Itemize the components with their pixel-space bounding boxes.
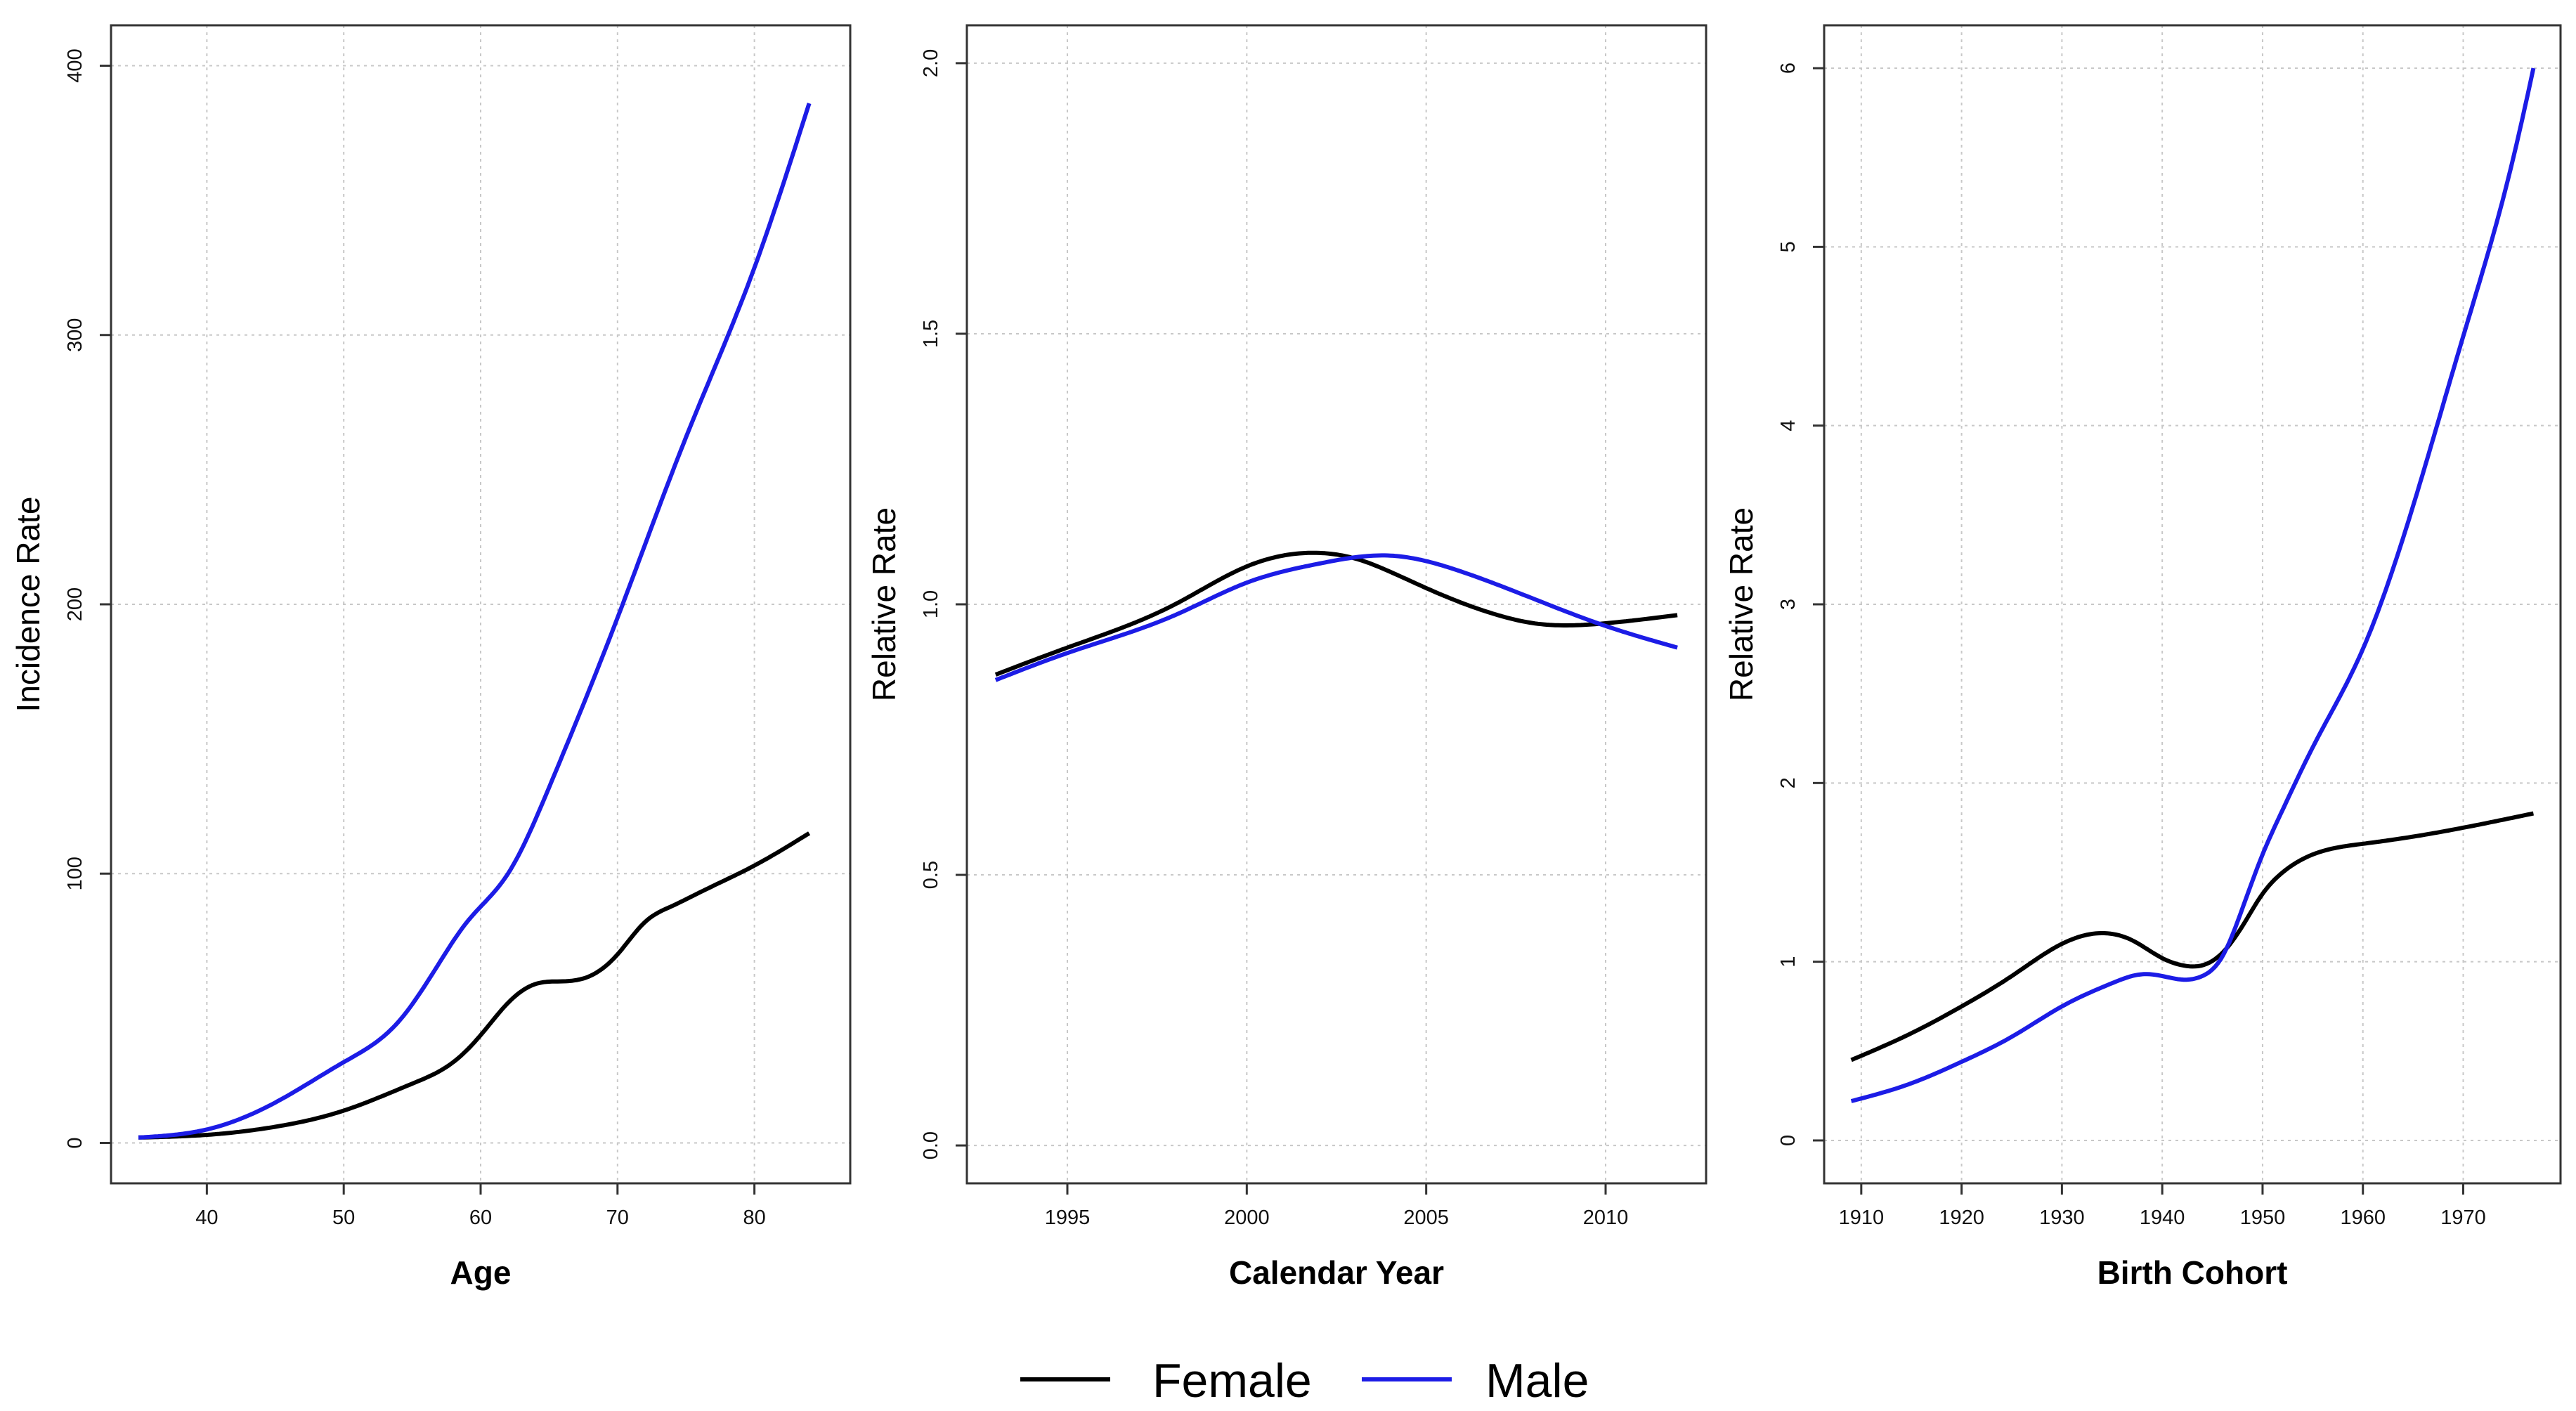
legend-label-female: Female [1152, 1354, 1312, 1407]
y-axis-title-birth-cohort: Relative Rate [1723, 507, 1759, 701]
y-tick-label: 2 [1777, 777, 1800, 788]
y-tick-label: 4 [1777, 420, 1800, 431]
x-tick-label: 60 [469, 1207, 492, 1229]
x-axis-title-age: Age [450, 1254, 512, 1291]
x-tick-label: 2000 [1224, 1207, 1270, 1229]
y-tick-label: 200 [64, 587, 86, 621]
y-tick-label: 6 [1777, 63, 1800, 74]
x-tick-label: 80 [743, 1207, 765, 1229]
y-tick-label: 100 [64, 857, 86, 890]
y-axis-title-calendar-year: Relative Rate [866, 507, 902, 701]
legend-label-male: Male [1485, 1354, 1589, 1407]
x-tick-label: 1960 [2340, 1207, 2386, 1229]
series-line-female [138, 831, 811, 1140]
series-line-male [994, 553, 1678, 682]
y-tick-label: 1.5 [920, 320, 942, 348]
panel-calendar-year: 1995 2000 2005 2010 0.0 0.5 1.0 1.5 2.0 Calendar … [866, 24, 1707, 1291]
y-tick-label: 0 [1777, 1135, 1800, 1146]
y-tick-label: 400 [64, 48, 86, 82]
y-tick-label: 5 [1777, 241, 1800, 252]
y-tick-label: 1 [1777, 956, 1800, 968]
x-tick-label: 1940 [2140, 1207, 2185, 1229]
x-tick-label: 2005 [1403, 1207, 1449, 1229]
x-tick-label: 1930 [2039, 1207, 2085, 1229]
y-tick-label: 300 [64, 318, 86, 352]
x-tick-label: 1995 [1045, 1207, 1091, 1229]
x-tick-label: 1920 [1939, 1207, 1984, 1229]
series-line-female [994, 550, 1678, 677]
x-tick-label: 1950 [2240, 1207, 2286, 1229]
plot-frame [965, 24, 1707, 1185]
y-axis-title-age: Incidence Rate [10, 497, 46, 713]
y-tick-label: 0 [64, 1137, 86, 1148]
y-tick-label: 1.0 [920, 590, 942, 618]
y-tick-label: 2.0 [920, 49, 942, 77]
series-line-female [1850, 811, 2534, 1062]
x-tick-label: 1910 [1839, 1207, 1885, 1229]
x-tick-label: 70 [606, 1207, 629, 1229]
panel-birth-cohort: 1910 1920 1930 1940 1950 1960 1970 0 1 2 3 4 5 6 Birth… [1723, 24, 2562, 1291]
legend: Female Male [1020, 1354, 1589, 1407]
y-tick-label: 0.0 [920, 1131, 942, 1159]
series-line-male [1850, 67, 2536, 1103]
y-tick-label: 0.5 [920, 861, 942, 889]
x-axis-title-calendar-year: Calendar Year [1229, 1254, 1444, 1291]
x-tick-label: 50 [332, 1207, 355, 1229]
x-tick-label: 40 [195, 1207, 218, 1229]
panel-age: 40 50 60 70 80 0 100 200 300 400 Age Incidence Rate [10, 24, 852, 1291]
x-tick-label: 1970 [2440, 1207, 2486, 1229]
series-line-male [138, 103, 812, 1140]
x-axis-title-birth-cohort: Birth Cohort [2097, 1254, 2288, 1291]
x-tick-label: 2010 [1583, 1207, 1629, 1229]
y-tick-label: 3 [1777, 599, 1800, 610]
